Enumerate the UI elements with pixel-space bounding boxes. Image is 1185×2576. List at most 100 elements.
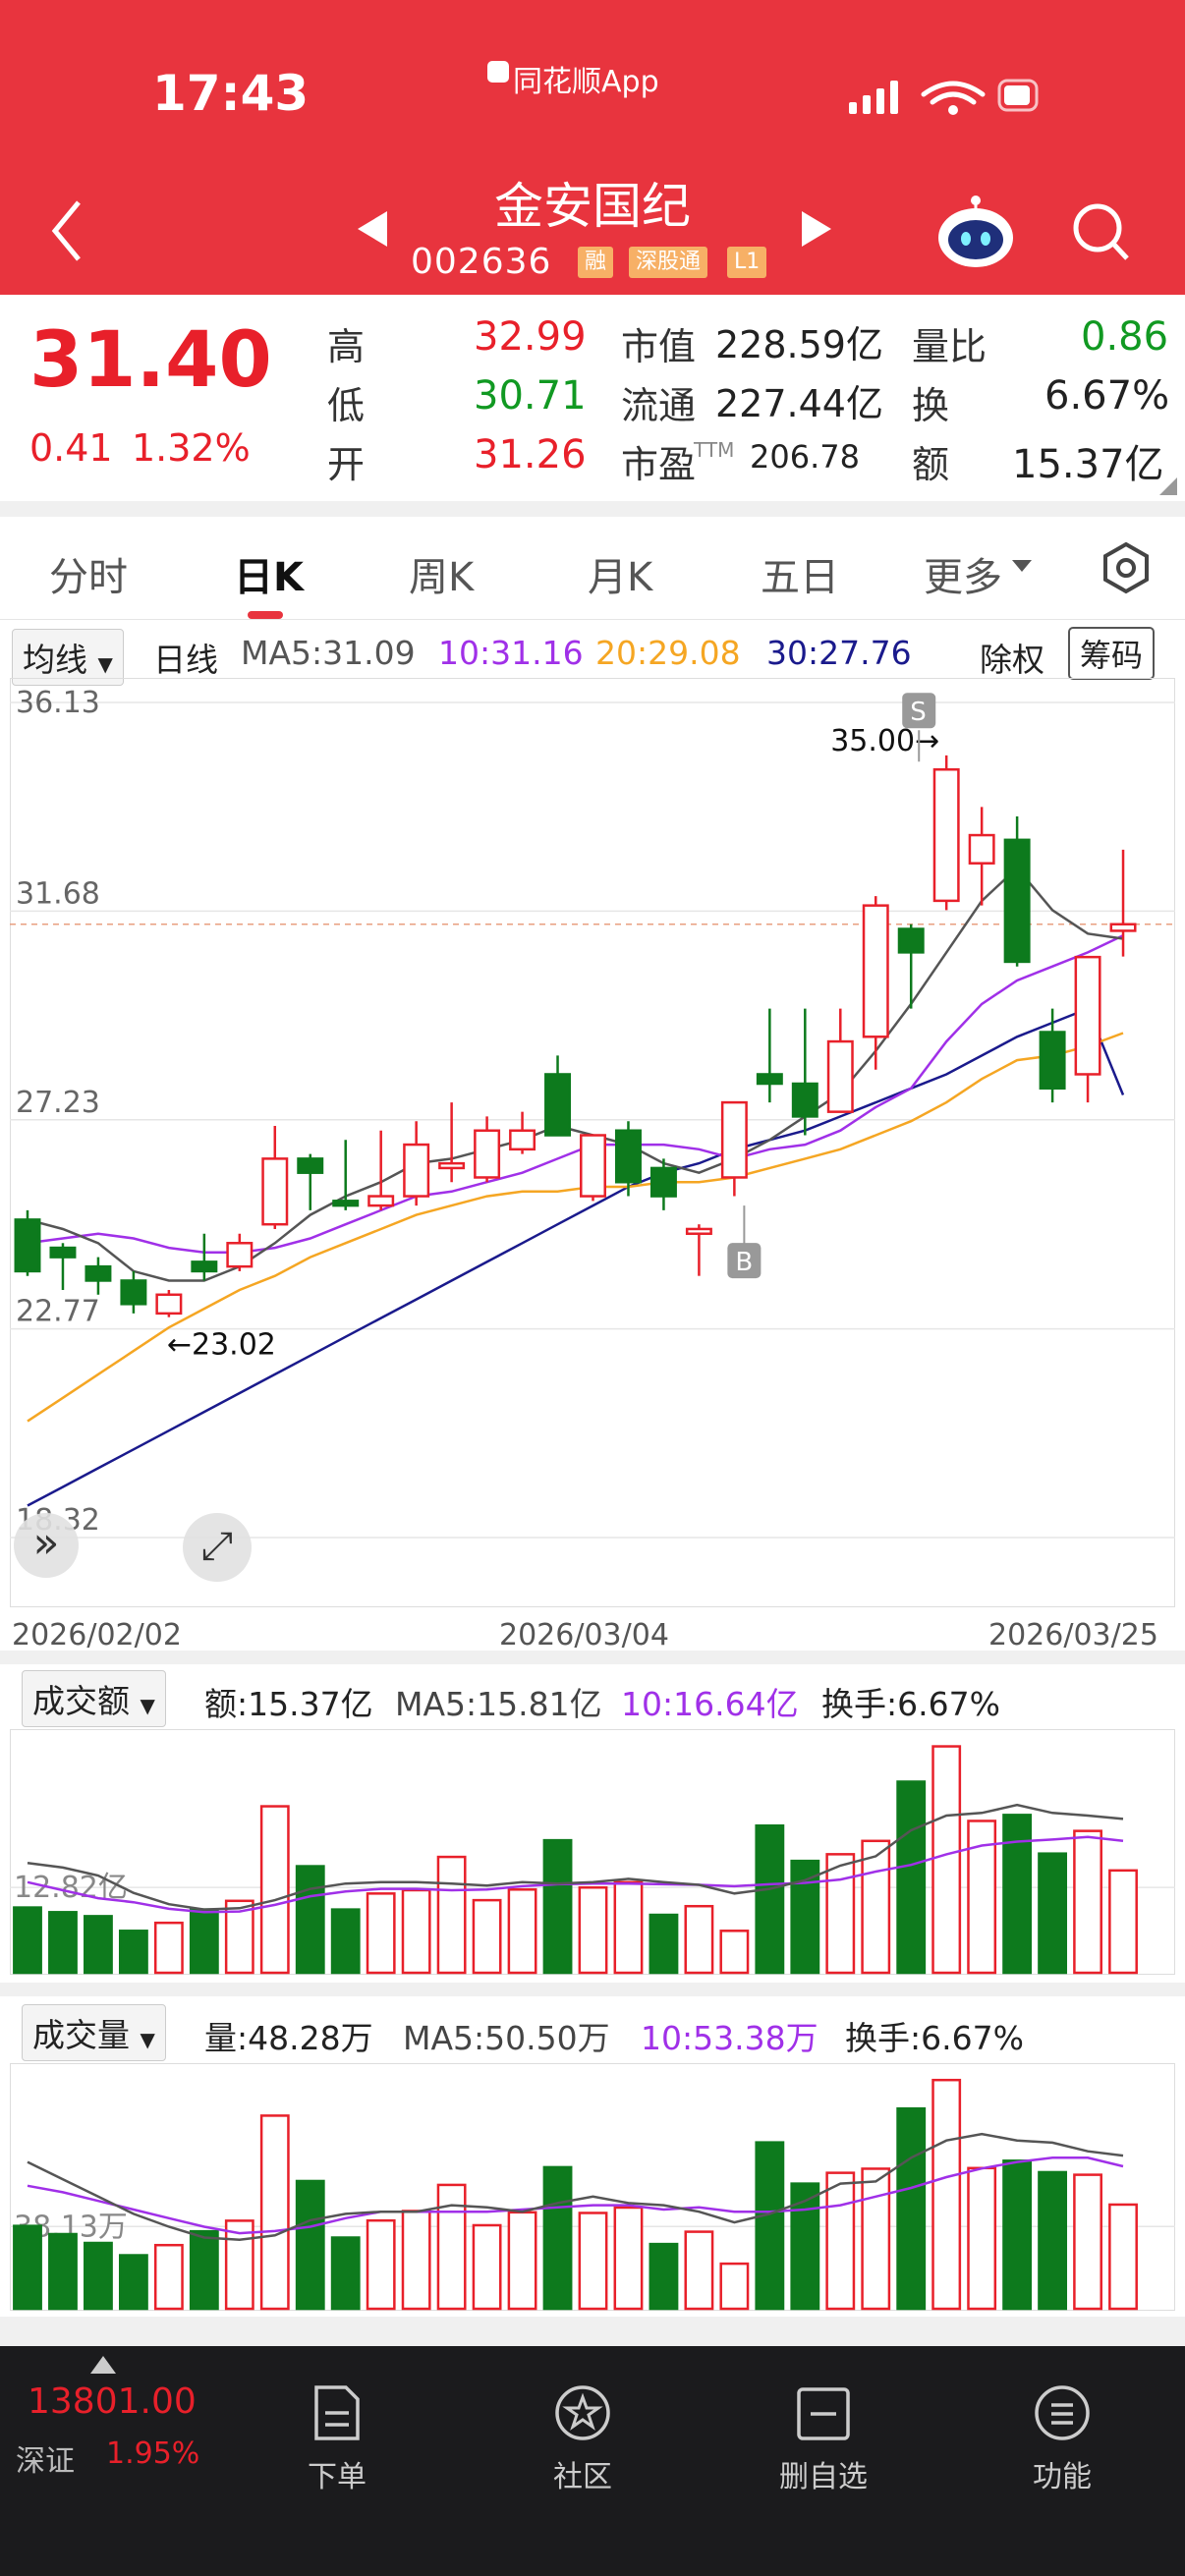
search-icon[interactable] bbox=[1071, 201, 1130, 262]
amount-ma10: 10:16.64亿 bbox=[621, 1685, 799, 1723]
app-logo-icon bbox=[487, 61, 509, 83]
buy-marker-label: B bbox=[735, 1248, 753, 1277]
high-annotation: 35.00→ bbox=[830, 724, 939, 758]
stat-label-mktcap: 市值 bbox=[621, 325, 697, 368]
bottom-nav: 13801.00 深证 1.95% 下单 社区 删自选 功能 bbox=[0, 2346, 1185, 2576]
settings-icon[interactable] bbox=[1099, 540, 1154, 595]
index-value[interactable]: 13801.00 bbox=[28, 2381, 197, 2422]
status-icons bbox=[849, 79, 1039, 115]
index-up-arrow-icon bbox=[90, 2356, 116, 2374]
amount-selector-label: 成交额 bbox=[32, 1682, 130, 1720]
ma30-label: 30:27.76 bbox=[766, 634, 912, 672]
stat-label-low: 低 bbox=[327, 384, 366, 427]
volume-bar bbox=[330, 1908, 361, 1975]
sell-marker bbox=[902, 693, 936, 729]
caret-down-icon: ▼ bbox=[140, 1694, 155, 1717]
volume-bar bbox=[295, 1865, 325, 1975]
prev-stock-icon[interactable] bbox=[356, 209, 391, 249]
nav-function[interactable]: 功能 bbox=[1013, 2346, 1111, 2495]
volume-bar bbox=[931, 2078, 962, 2311]
volume-bar bbox=[719, 2262, 750, 2311]
nav-order[interactable]: 下单 bbox=[288, 2346, 386, 2495]
volume-bar bbox=[48, 2232, 78, 2311]
stat-value-volratio: 0.86 bbox=[1081, 314, 1169, 360]
tab-daily-k[interactable]: 日K bbox=[234, 555, 304, 600]
quote-panel: 31.40 0.41 1.32% 高 32.99 低 30.71 开 31.26… bbox=[0, 295, 1185, 501]
chips-button[interactable]: 筹码 bbox=[1068, 627, 1156, 680]
expand-left-icon[interactable]: » bbox=[14, 1513, 79, 1578]
fullscreen-icon[interactable]: ⤢ bbox=[183, 1513, 252, 1582]
volume-ma5: MA5:50.50万 bbox=[403, 2019, 610, 2057]
wifi-icon bbox=[921, 81, 986, 105]
volume-selector[interactable]: 成交量 ▼ bbox=[22, 2004, 166, 2061]
nav-order-label: 下单 bbox=[308, 2460, 367, 2494]
amount-turnover: 换手:6.67% bbox=[821, 1685, 1000, 1723]
x-label-mid: 2026/03/04 bbox=[499, 1618, 669, 1652]
tag-level: L1 bbox=[727, 247, 767, 278]
volume-bar bbox=[684, 2230, 714, 2311]
volume-bar bbox=[896, 1780, 927, 1975]
price-change-pct: 1.32% bbox=[132, 426, 251, 470]
volume-bar bbox=[259, 2114, 290, 2311]
indicator-selector[interactable]: 均线 ▼ bbox=[12, 629, 124, 686]
candle-body bbox=[580, 1134, 606, 1198]
sell-marker-label: S bbox=[910, 698, 927, 727]
candle-body bbox=[120, 1279, 147, 1306]
amount-bar-chart[interactable]: 12.82亿 bbox=[10, 1729, 1175, 1975]
volume-bar bbox=[861, 1839, 891, 1975]
candle-body bbox=[226, 1242, 254, 1268]
volume-bar bbox=[401, 1888, 431, 1975]
ex-rights-button[interactable]: 除权 bbox=[980, 641, 1044, 679]
stat-value-mktcap: 228.59亿 bbox=[715, 323, 883, 366]
stat-label-volratio: 量比 bbox=[912, 325, 988, 368]
candle-body bbox=[85, 1264, 112, 1282]
volume-ma10: 10:53.38万 bbox=[641, 2019, 818, 2057]
candle-body bbox=[1003, 838, 1031, 964]
volume-bar-chart[interactable]: 38.13万 bbox=[10, 2063, 1175, 2311]
ma5-label: MA5:31.09 bbox=[241, 634, 416, 672]
candle-body bbox=[261, 1157, 289, 1226]
nav-community[interactable]: 社区 bbox=[534, 2346, 632, 2495]
stat-label-pe: 市盈 bbox=[621, 443, 697, 486]
tag-margin: 融 bbox=[578, 247, 614, 278]
candle-body bbox=[438, 1161, 466, 1170]
volume-bar bbox=[507, 1888, 537, 1975]
volume-bar bbox=[1038, 2170, 1068, 2311]
tab-monthly-k[interactable]: 月K bbox=[588, 555, 653, 600]
candle-body bbox=[49, 1246, 77, 1259]
tab-more[interactable]: 更多 bbox=[924, 555, 1002, 600]
candle-body bbox=[14, 1218, 41, 1273]
amount-selector[interactable]: 成交额 ▼ bbox=[22, 1670, 166, 1727]
volume-bar bbox=[48, 1911, 78, 1975]
volume-bar bbox=[825, 1853, 856, 1975]
buy-marker bbox=[727, 1243, 762, 1279]
community-icon bbox=[555, 2385, 610, 2440]
volume-bar bbox=[1002, 1814, 1033, 1975]
volume-bar bbox=[472, 2223, 502, 2311]
volume-bar bbox=[542, 2165, 573, 2311]
volume-bar bbox=[755, 2141, 785, 2311]
volume-value: 量:48.28万 bbox=[204, 2019, 373, 2057]
corner-expand-icon[interactable] bbox=[1159, 477, 1177, 495]
next-stock-icon[interactable] bbox=[798, 209, 833, 249]
robot-assistant-icon[interactable] bbox=[933, 195, 1018, 271]
back-icon[interactable] bbox=[47, 196, 86, 265]
active-tab-indicator bbox=[248, 611, 283, 619]
volume-bar bbox=[896, 2106, 927, 2311]
tab-weekly-k[interactable]: 周K bbox=[409, 555, 475, 600]
tab-intraday[interactable]: 分时 bbox=[49, 555, 128, 600]
candle-body bbox=[614, 1129, 642, 1184]
volume-bar bbox=[13, 1906, 42, 1975]
price-change: 0.41 bbox=[29, 426, 113, 470]
tab-five-day[interactable]: 五日 bbox=[761, 555, 839, 600]
ma5-line bbox=[27, 2132, 1124, 2241]
candle-body bbox=[791, 1082, 818, 1118]
volume-selector-label: 成交量 bbox=[32, 2016, 130, 2054]
stat-value-float: 227.44亿 bbox=[715, 382, 883, 425]
nav-remove-watchlist[interactable]: 删自选 bbox=[769, 2346, 877, 2495]
ma10-line bbox=[27, 934, 1124, 1255]
indicator-selector-label: 均线 bbox=[23, 641, 87, 679]
volume-bar bbox=[578, 1885, 608, 1975]
stat-label-pe-ttm: TTM bbox=[694, 438, 735, 462]
